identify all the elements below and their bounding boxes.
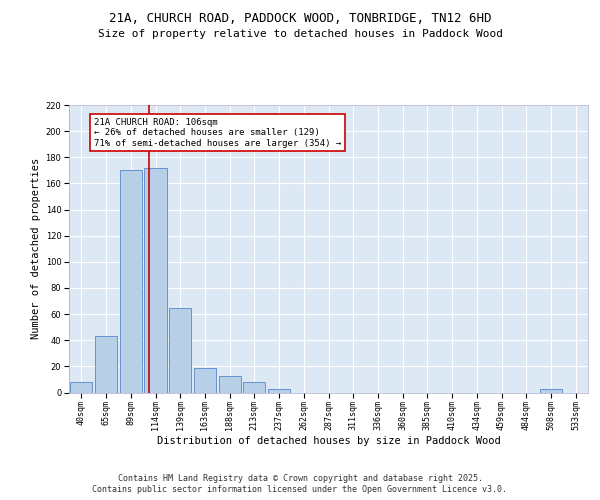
Y-axis label: Number of detached properties: Number of detached properties	[31, 158, 41, 340]
Bar	[194, 368, 216, 392]
Text: 21A, CHURCH ROAD, PADDOCK WOOD, TONBRIDGE, TN12 6HD: 21A, CHURCH ROAD, PADDOCK WOOD, TONBRIDG…	[109, 12, 491, 26]
Bar	[95, 336, 117, 392]
Text: Size of property relative to detached houses in Paddock Wood: Size of property relative to detached ho…	[97, 29, 503, 39]
X-axis label: Distribution of detached houses by size in Paddock Wood: Distribution of detached houses by size …	[157, 436, 500, 446]
Bar	[243, 382, 265, 392]
Text: Contains HM Land Registry data © Crown copyright and database right 2025.
Contai: Contains HM Land Registry data © Crown c…	[92, 474, 508, 494]
Bar	[119, 170, 142, 392]
Bar	[169, 308, 191, 392]
Bar	[540, 388, 562, 392]
Bar	[218, 376, 241, 392]
Text: 21A CHURCH ROAD: 106sqm
← 26% of detached houses are smaller (129)
71% of semi-d: 21A CHURCH ROAD: 106sqm ← 26% of detache…	[94, 118, 341, 148]
Bar	[70, 382, 92, 392]
Bar	[268, 388, 290, 392]
Bar	[145, 168, 167, 392]
